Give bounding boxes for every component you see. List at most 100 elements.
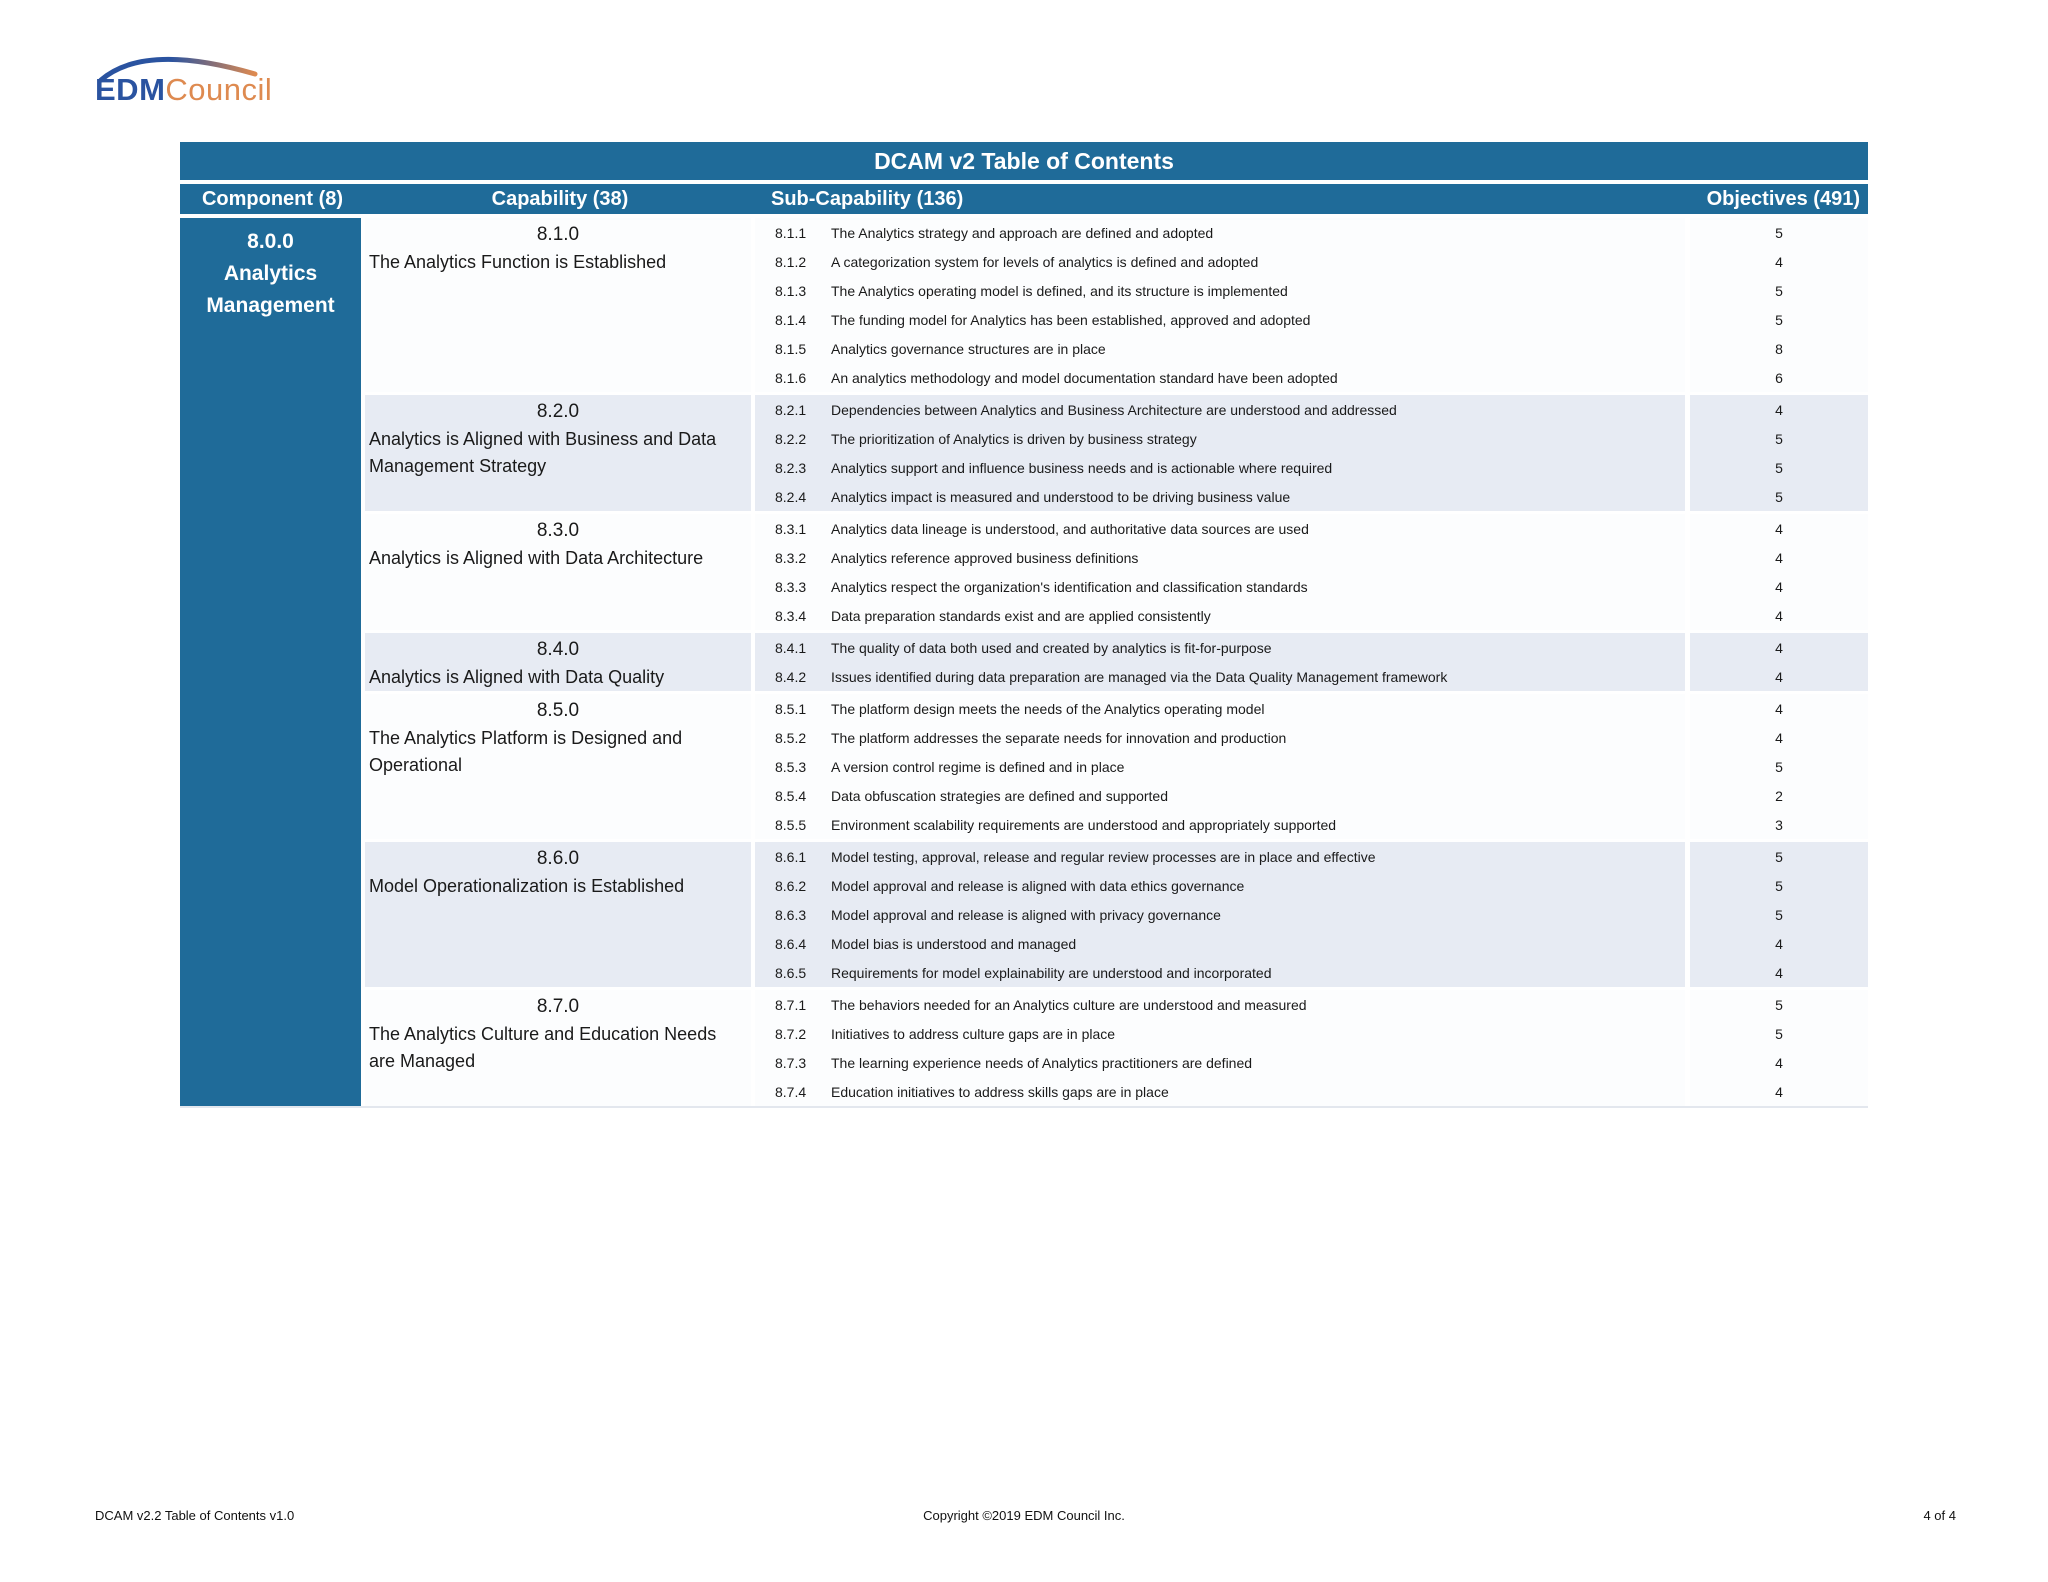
sub-capability-number: 8.7.2	[775, 1025, 807, 1042]
objectives-count: 4	[1775, 1083, 1783, 1100]
sub-capability-row: 8.1.3 The Analytics operating model is d…	[755, 276, 1685, 305]
objectives-count: 5	[1775, 459, 1783, 476]
sub-capability-text: Issues identified during data preparatio…	[831, 668, 1448, 685]
capability-cell: 8.6.0 Model Operationalization is Establ…	[365, 842, 755, 987]
sub-capability-number: 8.5.1	[775, 700, 807, 717]
sub-capability-number: 8.7.3	[775, 1054, 807, 1071]
sub-capability-list: 8.5.1 The platform design meets the need…	[755, 694, 1690, 839]
objectives-count: 4	[1775, 520, 1783, 537]
sub-capability-number: 8.2.4	[775, 488, 807, 505]
sub-capability-text: Analytics support and influence business…	[831, 459, 1333, 476]
column-header-row: Component (8) Capability (38) Sub-Capabi…	[180, 184, 1868, 214]
objectives-count: 4	[1775, 700, 1783, 717]
sub-capability-row: 8.2.2 The prioritization of Analytics is…	[755, 424, 1685, 453]
sub-capability-number: 8.3.1	[775, 520, 807, 537]
sub-capability-row: 8.2.1 Dependencies between Analytics and…	[755, 395, 1685, 424]
sub-capability-row: 8.6.1 Model testing, approval, release a…	[755, 842, 1685, 871]
sub-capability-list: 8.6.1 Model testing, approval, release a…	[755, 842, 1690, 987]
objectives-count: 5	[1775, 224, 1783, 241]
sub-capability-row: 8.3.4 Data preparation standards exist a…	[755, 601, 1685, 630]
logo-edm-text: EDM	[95, 72, 166, 107]
capability-sections: 8.1.0 The Analytics Function is Establis…	[365, 218, 1868, 1106]
sub-capability-row: 8.1.2 A categorization system for levels…	[755, 247, 1685, 276]
sub-capability-row: 8.3.3 Analytics respect the organization…	[755, 572, 1685, 601]
sub-capability-number: 8.5.4	[775, 787, 807, 804]
capability-section: 8.7.0 The Analytics Culture and Educatio…	[365, 990, 1868, 1106]
sub-capability-number: 8.3.2	[775, 549, 807, 566]
sub-capability-text: The quality of data both used and create…	[831, 639, 1272, 656]
sub-capability-number: 8.1.6	[775, 369, 807, 386]
capability-section: 8.2.0 Analytics is Aligned with Business…	[365, 395, 1868, 511]
column-header-capability: Capability (38)	[491, 187, 629, 210]
objectives-count: 5	[1775, 311, 1783, 328]
objectives-count: 8	[1775, 340, 1783, 357]
sub-capability-row: 8.1.1 The Analytics strategy and approac…	[755, 218, 1685, 247]
sub-capability-number: 8.1.1	[775, 224, 807, 241]
sub-capability-text: Initiatives to address culture gaps are …	[831, 1025, 1116, 1042]
footer-page-number: 4 of 4	[1923, 1508, 1956, 1523]
capability-section: 8.1.0 The Analytics Function is Establis…	[365, 218, 1868, 392]
objectives-list: 5 5 4 4	[1690, 990, 1868, 1106]
sub-capability-text: The behaviors needed for an Analytics cu…	[831, 996, 1307, 1013]
sub-capability-text: Data preparation standards exist and are…	[831, 607, 1211, 624]
sub-capability-text: Analytics respect the organization's ide…	[831, 578, 1308, 595]
sub-capability-text: A categorization system for levels of an…	[831, 253, 1259, 270]
sub-capability-text: The platform design meets the needs of t…	[831, 700, 1265, 717]
sub-capability-list: 8.1.1 The Analytics strategy and approac…	[755, 218, 1690, 392]
objectives-count: 5	[1775, 1025, 1783, 1042]
sub-capability-number: 8.2.1	[775, 401, 807, 418]
component-number: 8.0.0	[247, 230, 294, 253]
sub-capability-row: 8.2.3 Analytics support and influence bu…	[755, 453, 1685, 482]
objectives-count: 5	[1775, 488, 1783, 505]
sub-capability-number: 8.3.3	[775, 578, 807, 595]
sub-capability-row: 8.5.4 Data obfuscation strategies are de…	[755, 781, 1685, 810]
objectives-list: 4 5 5 5	[1690, 395, 1868, 511]
sub-capability-number: 8.5.3	[775, 758, 807, 775]
capability-cell: 8.1.0 The Analytics Function is Establis…	[365, 218, 755, 392]
sub-capability-text: Analytics data lineage is understood, an…	[831, 520, 1309, 537]
sub-capability-text: Model testing, approval, release and reg…	[831, 848, 1376, 865]
objectives-count: 4	[1775, 607, 1783, 624]
sub-capability-text: Requirements for model explainability ar…	[831, 964, 1272, 981]
logo-wordmark: EDMCouncil	[95, 72, 295, 108]
sub-capability-text: Dependencies between Analytics and Busin…	[831, 401, 1397, 418]
sub-capability-row: 8.2.4 Analytics impact is measured and u…	[755, 482, 1685, 511]
objectives-list: 4 4 5 2 3	[1690, 694, 1868, 839]
capability-number: 8.1.0	[536, 224, 580, 245]
sub-capability-number: 8.5.5	[775, 816, 807, 833]
sub-capability-list: 8.2.1 Dependencies between Analytics and…	[755, 395, 1690, 511]
sub-capability-text: The learning experience needs of Analyti…	[831, 1054, 1253, 1071]
column-header-sub-capability: Sub-Capability (136)	[771, 187, 964, 210]
objectives-count: 5	[1775, 906, 1783, 923]
footer-document-version: DCAM v2.2 Table of Contents v1.0	[95, 1508, 295, 1523]
toc-table: DCAM v2 Table of Contents Component (8) …	[180, 142, 1868, 1108]
sub-capability-text: Model bias is understood and managed	[831, 935, 1077, 952]
sub-capability-row: 8.1.4 The funding model for Analytics ha…	[755, 305, 1685, 334]
sub-capability-row: 8.7.4 Education initiatives to address s…	[755, 1077, 1685, 1106]
sub-capability-row: 8.4.2 Issues identified during data prep…	[755, 662, 1685, 691]
capability-name: Analytics is Aligned with Data Quality	[369, 667, 665, 687]
sub-capability-number: 8.6.3	[775, 906, 807, 923]
column-header-objectives: Objectives (491)	[1706, 187, 1860, 210]
capability-section: 8.6.0 Model Operationalization is Establ…	[365, 842, 1868, 987]
sub-capability-row: 8.3.1 Analytics data lineage is understo…	[755, 514, 1685, 543]
sub-capability-number: 8.1.4	[775, 311, 807, 328]
sub-capability-list: 8.3.1 Analytics data lineage is understo…	[755, 514, 1690, 630]
sub-capability-number: 8.5.2	[775, 729, 807, 746]
sub-capability-row: 8.4.1 The quality of data both used and …	[755, 633, 1685, 662]
sub-capability-number: 8.1.3	[775, 282, 807, 299]
objectives-count: 4	[1775, 964, 1783, 981]
sub-capability-number: 8.1.5	[775, 340, 807, 357]
objectives-count: 5	[1775, 996, 1783, 1013]
objectives-count: 5	[1775, 430, 1783, 447]
capability-name: Model Operationalization is Established	[369, 876, 685, 896]
capability-number: 8.2.0	[536, 401, 580, 422]
objectives-count: 4	[1775, 549, 1783, 566]
sub-capability-text: Education initiatives to address skills …	[831, 1083, 1169, 1100]
objectives-count: 5	[1775, 848, 1783, 865]
sub-capability-text: Analytics governance structures are in p…	[831, 340, 1106, 357]
objectives-count: 4	[1775, 729, 1783, 746]
sub-capability-text: Analytics reference approved business de…	[831, 549, 1139, 566]
sub-capability-list: 8.7.1 The behaviors needed for an Analyt…	[755, 990, 1690, 1106]
sub-capability-text: Model approval and release is aligned wi…	[831, 877, 1245, 894]
